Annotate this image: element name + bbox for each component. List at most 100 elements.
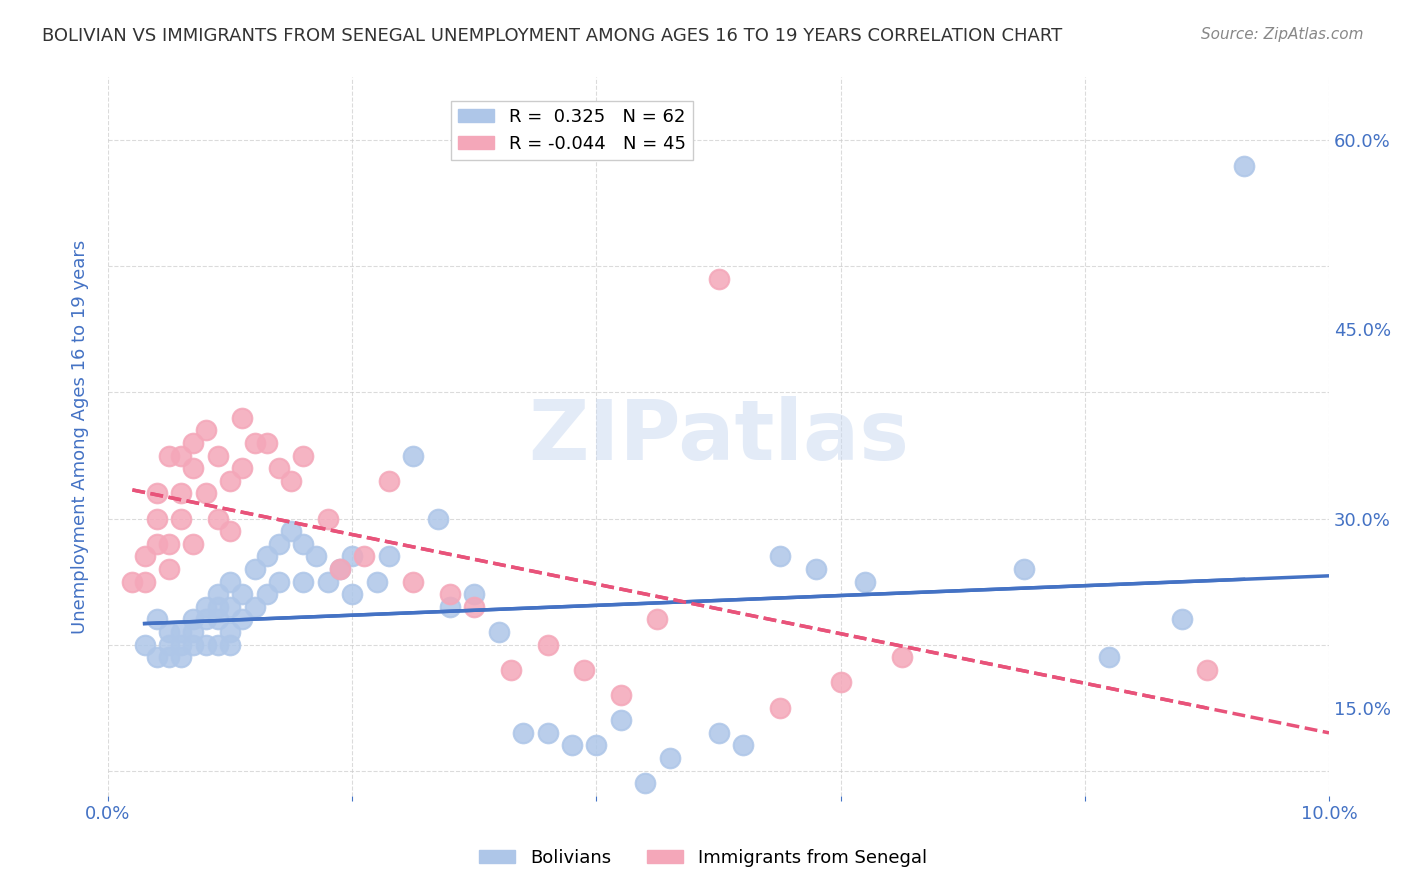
Point <box>243 436 266 450</box>
Point <box>610 713 633 727</box>
Point <box>280 524 302 538</box>
Point <box>157 650 180 665</box>
Point <box>1171 612 1194 626</box>
Point <box>463 599 485 614</box>
Point <box>378 549 401 564</box>
Point <box>183 624 205 639</box>
Point <box>707 725 730 739</box>
Point <box>219 474 242 488</box>
Legend: Bolivians, Immigrants from Senegal: Bolivians, Immigrants from Senegal <box>472 842 934 874</box>
Point <box>219 574 242 589</box>
Point <box>402 574 425 589</box>
Point <box>366 574 388 589</box>
Point <box>402 449 425 463</box>
Point <box>194 612 217 626</box>
Point <box>340 587 363 601</box>
Point <box>806 562 828 576</box>
Point <box>561 739 583 753</box>
Point <box>1098 650 1121 665</box>
Point <box>121 574 143 589</box>
Point <box>585 739 607 753</box>
Point <box>146 650 169 665</box>
Point <box>256 436 278 450</box>
Point <box>183 612 205 626</box>
Point <box>183 436 205 450</box>
Point <box>512 725 534 739</box>
Point <box>768 549 790 564</box>
Point <box>243 562 266 576</box>
Point <box>1195 663 1218 677</box>
Point <box>183 537 205 551</box>
Point <box>378 474 401 488</box>
Point <box>280 474 302 488</box>
Point <box>146 511 169 525</box>
Point <box>768 700 790 714</box>
Point <box>146 486 169 500</box>
Point <box>146 612 169 626</box>
Point <box>157 562 180 576</box>
Point <box>231 587 253 601</box>
Point <box>134 574 156 589</box>
Point <box>890 650 912 665</box>
Point <box>219 638 242 652</box>
Point <box>463 587 485 601</box>
Point <box>267 574 290 589</box>
Point <box>329 562 352 576</box>
Point <box>194 599 217 614</box>
Point <box>207 638 229 652</box>
Point <box>170 638 193 652</box>
Point <box>488 624 510 639</box>
Point <box>194 486 217 500</box>
Point <box>731 739 754 753</box>
Point <box>219 599 242 614</box>
Point <box>536 725 558 739</box>
Point <box>439 587 461 601</box>
Legend: R =  0.325   N = 62, R = -0.044   N = 45: R = 0.325 N = 62, R = -0.044 N = 45 <box>451 101 693 161</box>
Point <box>267 537 290 551</box>
Point <box>157 638 180 652</box>
Text: Source: ZipAtlas.com: Source: ZipAtlas.com <box>1201 27 1364 42</box>
Point <box>134 638 156 652</box>
Point <box>1232 159 1254 173</box>
Point <box>329 562 352 576</box>
Point <box>830 675 852 690</box>
Point <box>207 612 229 626</box>
Point <box>647 612 669 626</box>
Point <box>353 549 375 564</box>
Point <box>219 624 242 639</box>
Point <box>536 638 558 652</box>
Point <box>439 599 461 614</box>
Point <box>316 574 339 589</box>
Point <box>170 511 193 525</box>
Point <box>292 449 315 463</box>
Point <box>157 449 180 463</box>
Point <box>157 537 180 551</box>
Point <box>170 449 193 463</box>
Point <box>231 461 253 475</box>
Point <box>231 612 253 626</box>
Point <box>170 486 193 500</box>
Point <box>134 549 156 564</box>
Point <box>170 650 193 665</box>
Point <box>157 624 180 639</box>
Point <box>572 663 595 677</box>
Point <box>243 599 266 614</box>
Point <box>170 624 193 639</box>
Point <box>267 461 290 475</box>
Point <box>207 587 229 601</box>
Point <box>853 574 876 589</box>
Point <box>256 549 278 564</box>
Text: ZIPatlas: ZIPatlas <box>529 396 910 477</box>
Y-axis label: Unemployment Among Ages 16 to 19 years: Unemployment Among Ages 16 to 19 years <box>72 239 89 633</box>
Point <box>194 638 217 652</box>
Point <box>634 776 657 790</box>
Point <box>499 663 522 677</box>
Point <box>316 511 339 525</box>
Point <box>426 511 449 525</box>
Point <box>194 423 217 437</box>
Point <box>340 549 363 564</box>
Point <box>292 537 315 551</box>
Point <box>207 449 229 463</box>
Point <box>304 549 326 564</box>
Text: BOLIVIAN VS IMMIGRANTS FROM SENEGAL UNEMPLOYMENT AMONG AGES 16 TO 19 YEARS CORRE: BOLIVIAN VS IMMIGRANTS FROM SENEGAL UNEM… <box>42 27 1063 45</box>
